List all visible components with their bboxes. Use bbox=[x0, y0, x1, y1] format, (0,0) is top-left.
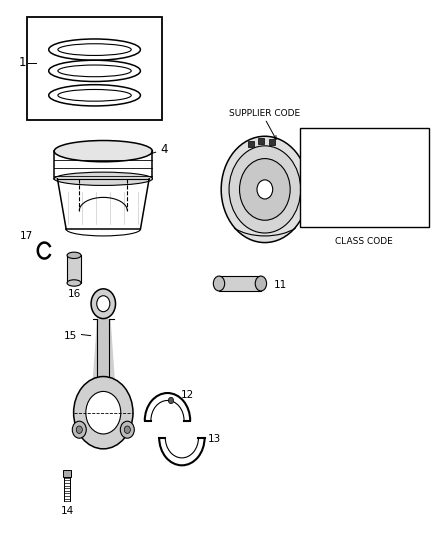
Circle shape bbox=[74, 376, 133, 449]
Circle shape bbox=[124, 426, 131, 433]
Ellipse shape bbox=[255, 276, 267, 291]
Circle shape bbox=[120, 421, 134, 438]
Bar bbox=[268, 139, 275, 145]
Text: 8 = CL.B + 0.1: 8 = CL.B + 0.1 bbox=[305, 201, 373, 211]
Text: 4: 4 bbox=[161, 143, 168, 156]
Ellipse shape bbox=[67, 252, 81, 259]
Circle shape bbox=[76, 426, 82, 433]
Circle shape bbox=[240, 159, 290, 220]
Ellipse shape bbox=[58, 44, 131, 55]
Text: 1 = CL.A: 1 = CL.A bbox=[305, 136, 344, 145]
Text: 13: 13 bbox=[208, 434, 221, 445]
Text: CLASS CODE: CLASS CODE bbox=[336, 237, 393, 246]
Ellipse shape bbox=[54, 141, 152, 162]
Text: 11: 11 bbox=[274, 280, 287, 289]
Circle shape bbox=[97, 296, 110, 312]
Circle shape bbox=[91, 289, 116, 319]
Ellipse shape bbox=[213, 276, 225, 291]
Text: 9 = CL.C + 0.1: 9 = CL.C + 0.1 bbox=[305, 218, 373, 227]
Text: 15: 15 bbox=[64, 330, 77, 341]
Circle shape bbox=[86, 391, 121, 434]
Circle shape bbox=[229, 146, 300, 233]
Text: 12: 12 bbox=[181, 391, 194, 400]
Bar bbox=[63, 470, 71, 477]
Bar bbox=[258, 138, 265, 144]
Text: 16: 16 bbox=[68, 289, 81, 299]
Ellipse shape bbox=[49, 39, 141, 60]
Ellipse shape bbox=[49, 85, 141, 106]
Text: 17: 17 bbox=[19, 231, 33, 241]
Text: 2 = CL.B: 2 = CL.B bbox=[305, 152, 344, 161]
Text: 7 = CL.A + 0.1: 7 = CL.A + 0.1 bbox=[305, 185, 373, 194]
Bar bbox=[27, 17, 162, 120]
Ellipse shape bbox=[58, 90, 131, 101]
Bar bbox=[219, 276, 261, 291]
Circle shape bbox=[168, 397, 173, 403]
Circle shape bbox=[72, 421, 86, 438]
Bar bbox=[248, 141, 254, 147]
Ellipse shape bbox=[49, 60, 141, 82]
Bar bbox=[300, 128, 428, 227]
Text: SUPPLIER CODE: SUPPLIER CODE bbox=[229, 109, 300, 118]
Ellipse shape bbox=[58, 65, 131, 77]
Bar bbox=[67, 255, 81, 283]
Text: 14: 14 bbox=[60, 506, 74, 516]
Ellipse shape bbox=[54, 172, 152, 185]
Ellipse shape bbox=[67, 280, 81, 286]
Text: 1: 1 bbox=[19, 56, 26, 69]
Circle shape bbox=[257, 180, 273, 199]
Circle shape bbox=[221, 136, 308, 243]
Text: 3 = CL.C: 3 = CL.C bbox=[305, 169, 344, 178]
